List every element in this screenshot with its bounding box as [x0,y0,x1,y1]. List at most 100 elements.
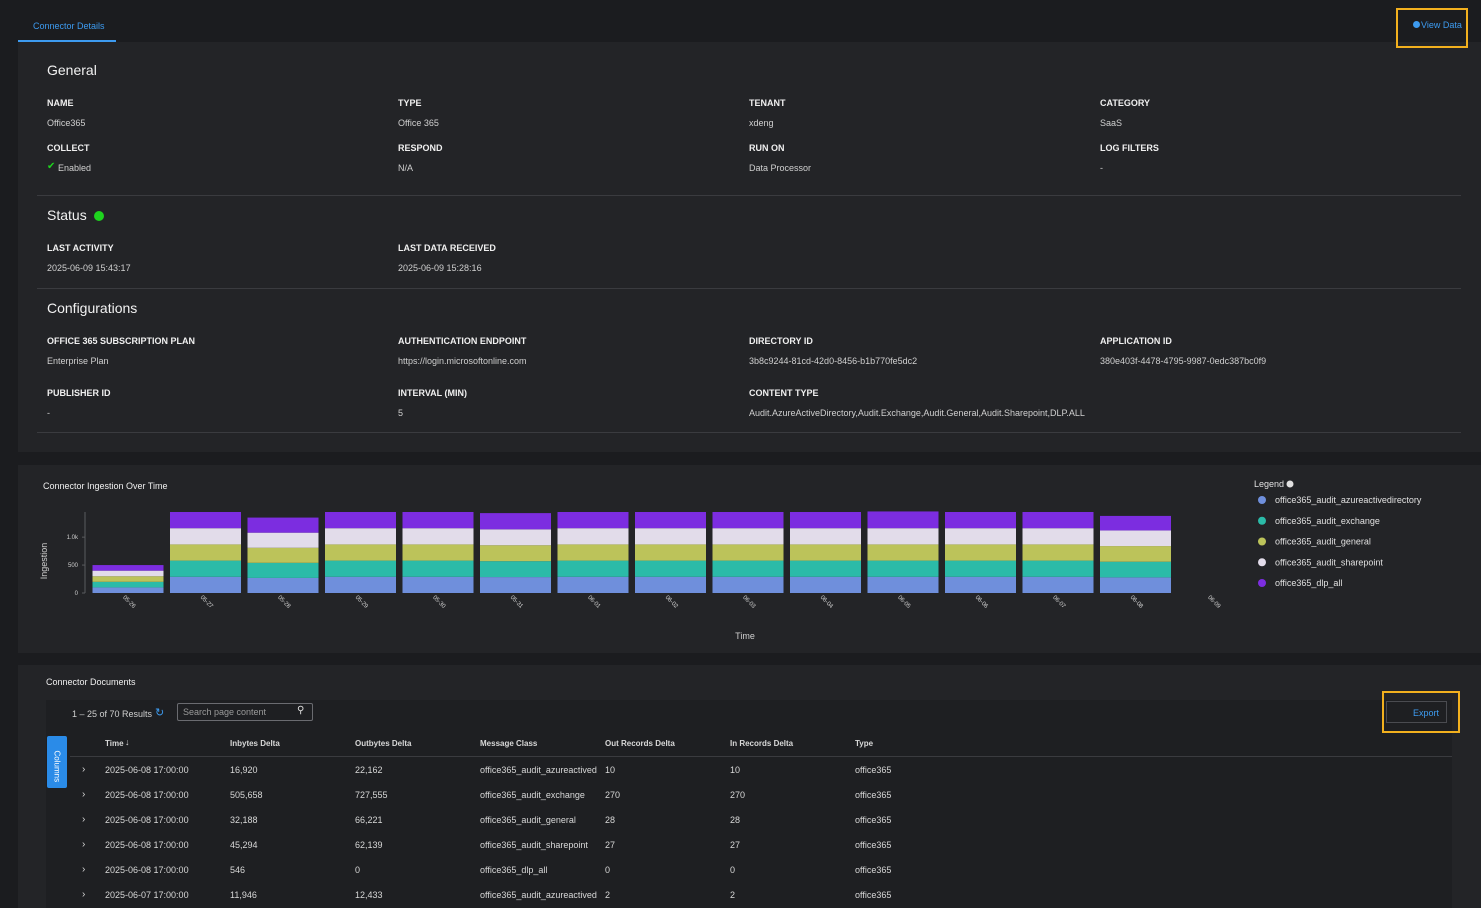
divider [37,288,1461,289]
table-cell: 2025-06-07 17:00:00 [105,890,189,900]
table-cell: 27 [605,840,616,850]
field-label: TENANT [749,98,786,108]
field-label: LOG FILTERS [1100,143,1159,153]
results-count: 1 – 25 of 70 Results [72,709,153,719]
eye-icon [1413,21,1420,28]
field-value: https://login.microsoftonline.com [398,356,527,366]
field-value: 2025-06-09 15:43:17 [47,263,131,273]
section-title: General [47,62,97,78]
field-value: Office 365 [398,118,439,128]
table-cell: 2 [730,890,736,900]
field-label: CATEGORY [1100,98,1151,108]
expand-chevron[interactable]: › [82,764,86,775]
table-cell: 10 [605,765,616,775]
sort-arrow: ↓ [125,737,130,747]
field-label: NAME [47,98,74,108]
divider [37,195,1461,196]
table-cell: office365_audit_general [480,815,576,825]
expand-chevron[interactable]: › [82,839,86,850]
columns-label[interactable]: Columns [52,750,62,783]
table-cell: 45,294 [230,840,258,850]
section-title: Configurations [47,300,138,316]
table-cell: 0 [730,865,736,875]
expand-chevron[interactable]: › [82,789,86,800]
highlight-box [1382,691,1460,733]
export-button[interactable]: Export [1386,701,1447,723]
field-label: DIRECTORY ID [749,336,813,346]
field-value: Enabled [58,163,92,173]
table-cell: office365 [855,890,892,900]
table-cell: 22,162 [355,765,383,775]
tab-underline [18,40,116,42]
table-cell: 2 [605,890,611,900]
table-cell: 2025-06-08 17:00:00 [105,865,189,875]
highlight-box [1396,8,1468,48]
field-label: AUTHENTICATION ENDPOINT [398,336,527,346]
field-label: OFFICE 365 SUBSCRIPTION PLAN [47,336,196,346]
table-cell: 11,946 [230,890,257,900]
table-cell: 2025-06-08 17:00:00 [105,790,189,800]
table-cell: 16,920 [230,765,258,775]
field-value: Office365 [47,118,86,128]
field-label: APPLICATION ID [1100,336,1172,346]
refresh-icon: ↻ [155,707,165,719]
table-cell: 270 [605,790,621,800]
field-label: RESPOND [398,143,443,153]
field-label: LAST DATA RECEIVED [398,243,496,253]
expand-chevron[interactable]: › [82,814,86,825]
column-header[interactable]: In Records Delta [730,739,794,748]
search-input[interactable]: Search page content [177,703,313,721]
table-cell: 27 [730,840,741,850]
table-cell: office365_audit_sharepoint [480,840,588,850]
column-header[interactable]: Message Class [480,739,538,748]
table-cell: office365 [855,790,892,800]
field-value: 5 [398,408,404,418]
field-label: TYPE [398,98,422,108]
table-cell: office365 [855,815,892,825]
check-icon: ✔ [47,161,56,172]
column-header[interactable]: Inbytes Delta [230,739,280,748]
table-cell: office365_audit_azureactived [480,890,597,900]
field-value: 380e403f-4478-4795-9987-0edc387bc0f9 [1100,356,1267,366]
documents-title: Connector Documents [46,677,136,687]
field-value: - [1100,163,1103,173]
table-cell: 62,139 [355,840,383,850]
header-divider [70,756,1452,757]
field-label: RUN ON [749,143,785,153]
table-area [46,700,1452,908]
field-value: Audit.AzureActiveDirectory,Audit.Exchang… [749,408,1085,418]
field-label: PUBLISHER ID [47,388,111,398]
table-cell: 0 [605,865,611,875]
view-data-button[interactable]: View Data [1413,20,1462,30]
table-cell: office365 [855,765,892,775]
field-value: - [47,408,50,418]
search-icon: ⚲ [297,705,305,716]
column-header[interactable]: Type [855,739,874,748]
columns-button [47,736,67,788]
column-header[interactable]: Outbytes Delta [355,739,412,748]
section-title: Status [47,207,104,223]
table-cell: 28 [730,815,741,825]
table-cell: 28 [605,815,616,825]
divider [37,432,1461,433]
expand-chevron[interactable]: › [82,889,86,900]
field-label: INTERVAL (MIN) [398,388,467,398]
tab[interactable]: Connector Details [33,21,105,31]
column-header[interactable]: Time [105,739,124,748]
table-cell: 0 [355,865,361,875]
table-cell: office365 [855,865,892,875]
field-label: COLLECT [47,143,90,153]
table-cell: 505,658 [230,790,263,800]
field-value: xdeng [749,118,774,128]
column-header[interactable]: Out Records Delta [605,739,675,748]
field-value: N/A [398,163,414,173]
table-cell: 2025-06-08 17:00:00 [105,815,189,825]
table-cell: 32,188 [230,815,258,825]
field-value: 3b8c9244-81cd-42d0-8456-b1b770fe5dc2 [749,356,918,366]
table-cell: 10 [730,765,741,775]
table-cell: 727,555 [355,790,388,800]
expand-chevron[interactable]: › [82,864,86,875]
table-cell: 66,221 [355,815,383,825]
table-cell: 546 [230,865,246,875]
